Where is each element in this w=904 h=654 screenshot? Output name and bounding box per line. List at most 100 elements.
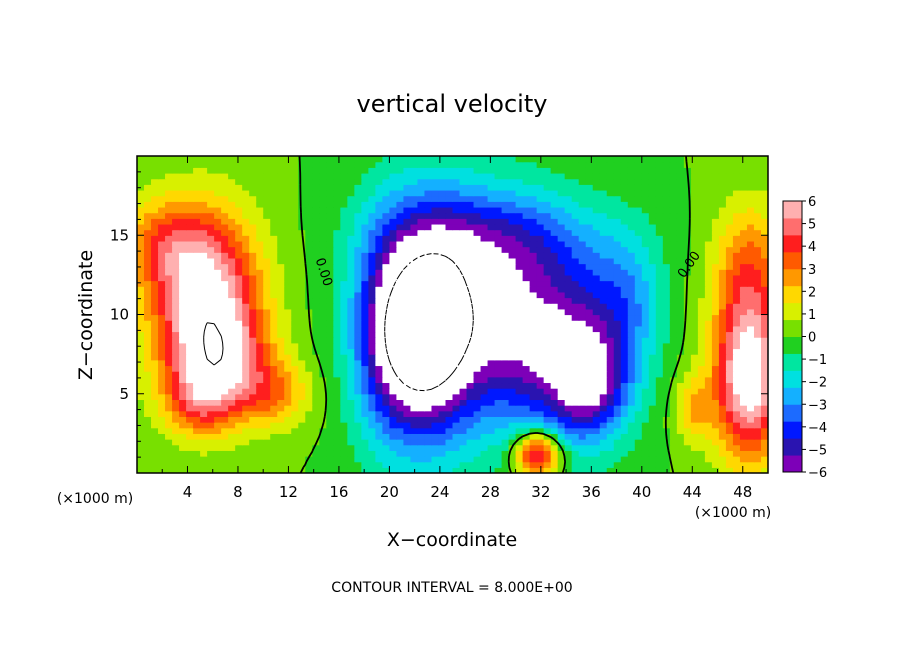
field-cell	[515, 263, 524, 270]
field-cell	[375, 218, 383, 225]
field-cell	[662, 359, 671, 367]
field-cell	[305, 291, 313, 299]
field-cell	[186, 240, 194, 248]
field-cell	[599, 410, 608, 417]
field-cell	[431, 252, 440, 259]
field-cell	[676, 320, 685, 327]
field-cell	[627, 337, 636, 344]
field-cell	[228, 410, 236, 417]
field-cell	[571, 342, 580, 350]
field-cell	[676, 246, 685, 253]
field-cell	[501, 450, 510, 457]
field-cell	[291, 303, 299, 310]
field-cell	[690, 291, 699, 299]
field-cell	[326, 461, 334, 468]
field-cell	[522, 331, 531, 338]
field-cell	[683, 189, 692, 197]
field-cell	[466, 235, 475, 242]
field-cell	[270, 376, 278, 384]
field-cell	[396, 342, 405, 350]
field-cell	[746, 280, 755, 287]
field-cell	[550, 331, 559, 338]
field-cell	[508, 274, 517, 282]
field-cell	[214, 246, 222, 253]
field-cell	[606, 235, 615, 242]
field-cell	[550, 297, 559, 304]
field-cell	[424, 161, 433, 168]
field-cell	[613, 365, 622, 372]
field-cell	[326, 178, 334, 185]
field-cell	[424, 308, 433, 316]
field-cell	[564, 235, 573, 242]
field-cell	[753, 456, 762, 463]
field-cell	[207, 263, 215, 270]
field-cell	[725, 280, 734, 287]
field-cell	[592, 348, 601, 355]
field-cell	[487, 422, 496, 429]
field-cell	[375, 337, 383, 344]
field-cell	[697, 314, 706, 321]
field-cell	[221, 212, 229, 219]
field-cell	[662, 320, 671, 327]
field-cell	[165, 167, 173, 174]
field-cell	[445, 444, 454, 451]
field-cell	[263, 240, 271, 248]
field-cell	[396, 371, 405, 378]
field-cell	[361, 416, 369, 423]
field-cell	[172, 291, 180, 299]
field-cell	[746, 337, 755, 344]
field-cell	[704, 399, 713, 406]
field-cell	[494, 337, 503, 344]
field-cell	[564, 252, 573, 259]
field-cell	[760, 223, 768, 231]
field-cell	[368, 167, 376, 174]
field-cell	[417, 269, 426, 276]
field-cell	[508, 206, 517, 214]
field-cell	[284, 189, 292, 197]
field-cell	[746, 450, 755, 457]
field-cell	[214, 422, 222, 429]
field-cell	[753, 382, 762, 389]
field-cell	[347, 467, 355, 473]
field-cell	[669, 257, 678, 265]
field-cell	[298, 388, 306, 395]
field-cell	[249, 348, 257, 355]
field-cell	[522, 229, 531, 236]
field-cell	[599, 212, 608, 219]
field-cell	[466, 439, 475, 446]
field-cell	[417, 354, 426, 361]
field-cell	[158, 461, 166, 468]
field-cell	[613, 212, 622, 219]
field-cell	[732, 444, 741, 451]
field-cell	[438, 269, 447, 276]
field-cell	[697, 410, 706, 417]
field-cell	[606, 433, 615, 440]
field-cell	[746, 240, 755, 248]
field-cell	[438, 467, 447, 473]
field-cell	[445, 393, 454, 401]
field-cell	[683, 439, 692, 446]
field-cell	[186, 246, 194, 253]
field-cell	[368, 439, 376, 446]
field-cell	[536, 399, 545, 406]
field-cell	[578, 371, 587, 378]
field-cell	[676, 314, 685, 321]
field-cell	[214, 320, 222, 327]
field-cell	[410, 206, 419, 214]
field-cell	[550, 405, 559, 412]
field-cell	[214, 274, 222, 282]
field-cell	[403, 348, 412, 355]
field-cell	[431, 206, 440, 214]
field-cell	[312, 161, 320, 168]
field-cell	[452, 467, 461, 473]
field-cell	[753, 201, 762, 208]
field-cell	[746, 422, 755, 429]
field-cell	[536, 388, 545, 395]
field-cell	[627, 189, 636, 197]
field-cell	[480, 348, 489, 355]
field-cell	[508, 399, 517, 406]
field-cell	[158, 257, 166, 265]
field-cell	[186, 456, 194, 463]
field-cell	[221, 280, 229, 287]
field-cell	[683, 461, 692, 468]
